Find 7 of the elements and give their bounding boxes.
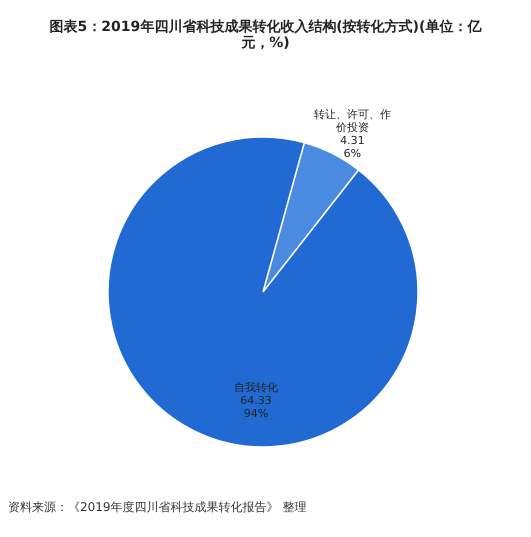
text: 资料来源：《2019年度四川省科技成果转化报告》 整理 bbox=[8, 500, 306, 514]
slice-label: 自我转化 bbox=[234, 380, 278, 394]
data-label: 64.33 94% bbox=[240, 394, 272, 420]
pie-slice bbox=[107, 136, 419, 448]
slice-label: 转让、许可、作价投资 bbox=[314, 108, 391, 134]
data-label: 4.31 6% bbox=[340, 134, 365, 160]
chart-title: 图表5：2019年四川省科技成果转化收入结构(按转化方式)(单位：亿元，%) bbox=[50, 18, 482, 51]
